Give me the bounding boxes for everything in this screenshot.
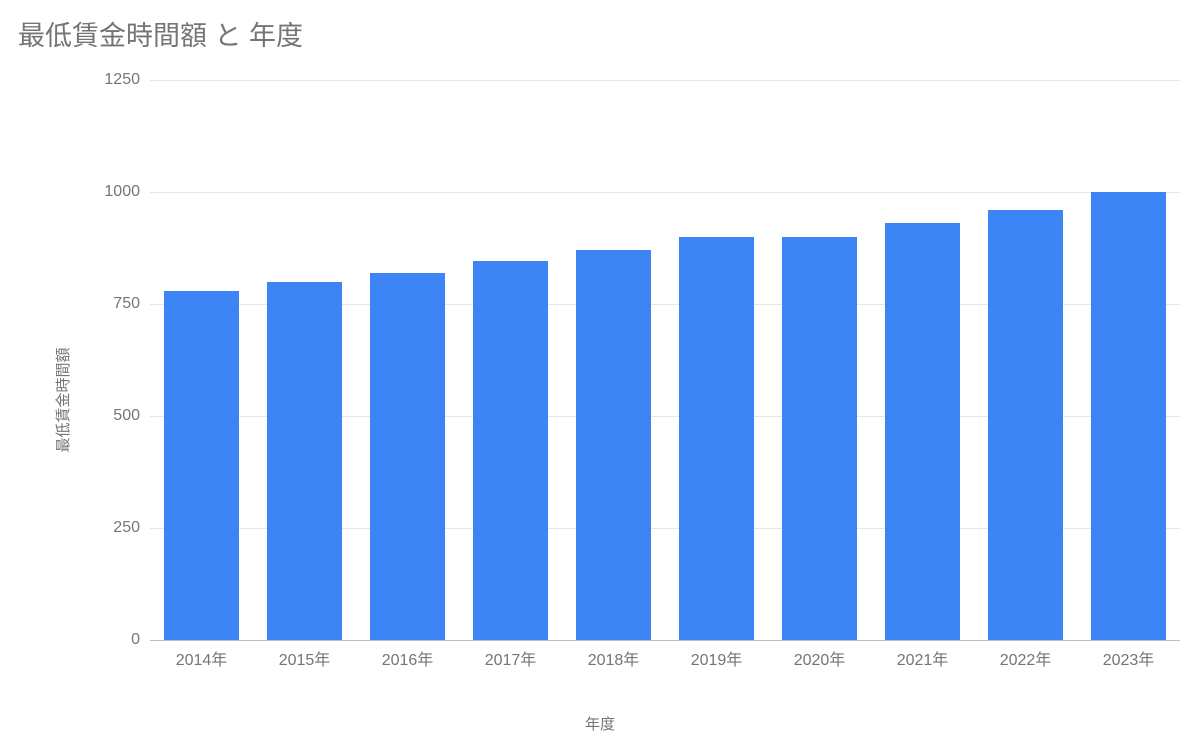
- x-tick-label: 2016年: [356, 646, 459, 670]
- x-tick-label: 2021年: [871, 646, 974, 670]
- y-tick-label: 1250: [104, 71, 140, 89]
- bar-slot: [253, 80, 356, 640]
- bar-slot: [562, 80, 665, 640]
- bars-container: [150, 80, 1180, 640]
- bar: [885, 223, 959, 640]
- bar: [164, 291, 238, 640]
- bar: [679, 237, 753, 640]
- x-tick-label: 2020年: [768, 646, 871, 670]
- bar-slot: [768, 80, 871, 640]
- bar: [988, 210, 1062, 640]
- y-tick-label: 0: [131, 631, 140, 649]
- bar-slot: [459, 80, 562, 640]
- bar: [370, 273, 444, 640]
- x-tick-label: 2017年: [459, 646, 562, 670]
- bar: [576, 250, 650, 640]
- x-tick-label: 2023年: [1077, 646, 1180, 670]
- bar-slot: [356, 80, 459, 640]
- plot-area: 025050075010001250: [150, 80, 1180, 640]
- y-tick-label: 1000: [104, 183, 140, 201]
- bar-slot: [871, 80, 974, 640]
- bar: [782, 237, 856, 640]
- y-tick-label: 750: [113, 295, 140, 313]
- chart-title: 最低賃金時間額 と 年度: [18, 14, 303, 53]
- y-tick-label: 250: [113, 519, 140, 537]
- x-tick-label: 2014年: [150, 646, 253, 670]
- gridline: [150, 640, 1180, 641]
- bar: [1091, 192, 1165, 640]
- bar-slot: [1077, 80, 1180, 640]
- bar-slot: [150, 80, 253, 640]
- x-tick-label: 2018年: [562, 646, 665, 670]
- y-axis-ticks: 025050075010001250: [0, 80, 140, 640]
- bar: [267, 282, 341, 640]
- x-axis-ticks: 2014年2015年2016年2017年2018年2019年2020年2021年…: [150, 646, 1180, 670]
- bar-slot: [974, 80, 1077, 640]
- bar-slot: [665, 80, 768, 640]
- x-tick-label: 2015年: [253, 646, 356, 670]
- y-tick-label: 500: [113, 407, 140, 425]
- x-axis-label: 年度: [585, 713, 615, 734]
- chart-area: 最低賃金時間額 025050075010001250 2014年2015年201…: [0, 60, 1200, 740]
- x-tick-label: 2022年: [974, 646, 1077, 670]
- x-tick-label: 2019年: [665, 646, 768, 670]
- bar: [473, 261, 547, 640]
